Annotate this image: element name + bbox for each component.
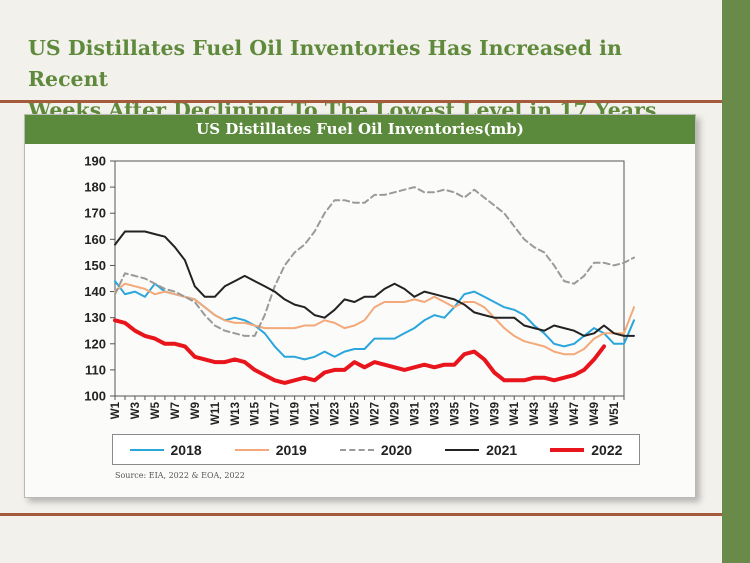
x-tick-label: W5 xyxy=(150,401,162,419)
x-tick-label: W11 xyxy=(210,401,222,425)
x-tick-label: W51 xyxy=(609,401,621,425)
chart-legend: 2018 2019 2020 2021 2022 xyxy=(112,434,640,465)
x-tick-label: W9 xyxy=(190,402,202,419)
legend-swatch xyxy=(445,448,480,451)
y-tick-label: 160 xyxy=(84,232,106,247)
y-tick-label: 100 xyxy=(84,389,106,404)
series-line-2021 xyxy=(114,230,635,337)
x-tick-label: W19 xyxy=(290,402,302,426)
legend-label: 2018 xyxy=(170,441,202,458)
x-tick-label: W31 xyxy=(409,401,421,425)
series-line-2022 xyxy=(113,318,606,385)
x-tick-label: W1 xyxy=(110,401,122,419)
y-tick-label: 170 xyxy=(84,206,106,221)
source-note: Source: EIA, 2022 & EOA, 2022 xyxy=(115,471,245,480)
x-tick-label: W29 xyxy=(389,402,401,426)
legend-swatch xyxy=(234,448,269,451)
headline-line-1: US Distillates Fuel Oil Inventories Has … xyxy=(28,36,622,91)
legend-item-2022: 2022 xyxy=(550,442,622,458)
legend-label: 2022 xyxy=(591,441,623,458)
legend-swatch xyxy=(339,448,374,451)
y-tick-label: 120 xyxy=(84,336,106,351)
series-line-2018 xyxy=(114,280,635,361)
x-tick-label: W23 xyxy=(330,402,342,426)
series-lines xyxy=(113,186,635,385)
legend-item-2018: 2018 xyxy=(129,441,202,458)
legend-label: 2020 xyxy=(380,441,413,458)
x-tick-label: W49 xyxy=(589,402,601,426)
y-tick-label: 190 xyxy=(84,154,106,169)
y-tick-label: 150 xyxy=(84,258,106,273)
x-tick-label: W21 xyxy=(310,401,322,425)
side-accent-bar xyxy=(722,0,750,563)
x-tick-label: W37 xyxy=(469,402,481,426)
legend-item-2020: 2020 xyxy=(339,441,413,458)
line-chart: 100 110 120 130 140 150 160 170 180 190 W1 W3 W5 W7 W9… xyxy=(84,154,635,426)
legend-swatch xyxy=(129,448,164,451)
x-tick-label: W33 xyxy=(429,402,441,426)
x-tick-label: W17 xyxy=(270,402,282,426)
x-tick-label: W39 xyxy=(489,402,501,426)
x-tick-label: W35 xyxy=(449,401,461,425)
x-tick-label: W7 xyxy=(170,402,182,419)
y-tick-label: 110 xyxy=(85,362,106,377)
x-tick-label: W13 xyxy=(230,402,242,426)
legend-item-2021: 2021 xyxy=(445,442,517,458)
series-line-2019 xyxy=(114,282,635,356)
legend-item-2019: 2019 xyxy=(234,441,307,458)
chart-axes: 100 110 120 130 140 150 160 170 180 190 W1 W3 W5 W7 W9… xyxy=(84,154,625,426)
y-tick-label: 140 xyxy=(84,284,106,299)
bottom-divider xyxy=(0,513,722,516)
y-tick-label: 180 xyxy=(84,180,106,195)
x-tick-label: W27 xyxy=(369,402,381,426)
x-tick-label: W45 xyxy=(549,401,561,425)
y-tick-label: 130 xyxy=(84,310,106,325)
legend-label: 2021 xyxy=(486,441,518,458)
legend-swatch xyxy=(550,447,585,452)
x-tick-label: W15 xyxy=(250,401,262,425)
chart-title: US Distillates Fuel Oil Inventories(mb) xyxy=(25,115,695,144)
series-line-2020 xyxy=(114,186,635,337)
x-tick-label: W25 xyxy=(350,401,362,425)
x-tick-label: W43 xyxy=(529,402,541,426)
legend-label: 2019 xyxy=(275,441,307,458)
plot-frame xyxy=(114,160,625,397)
top-divider xyxy=(0,100,722,103)
x-tick-label: W47 xyxy=(569,402,581,426)
x-tick-label: W3 xyxy=(130,402,142,419)
x-tick-label: W41 xyxy=(509,401,521,425)
